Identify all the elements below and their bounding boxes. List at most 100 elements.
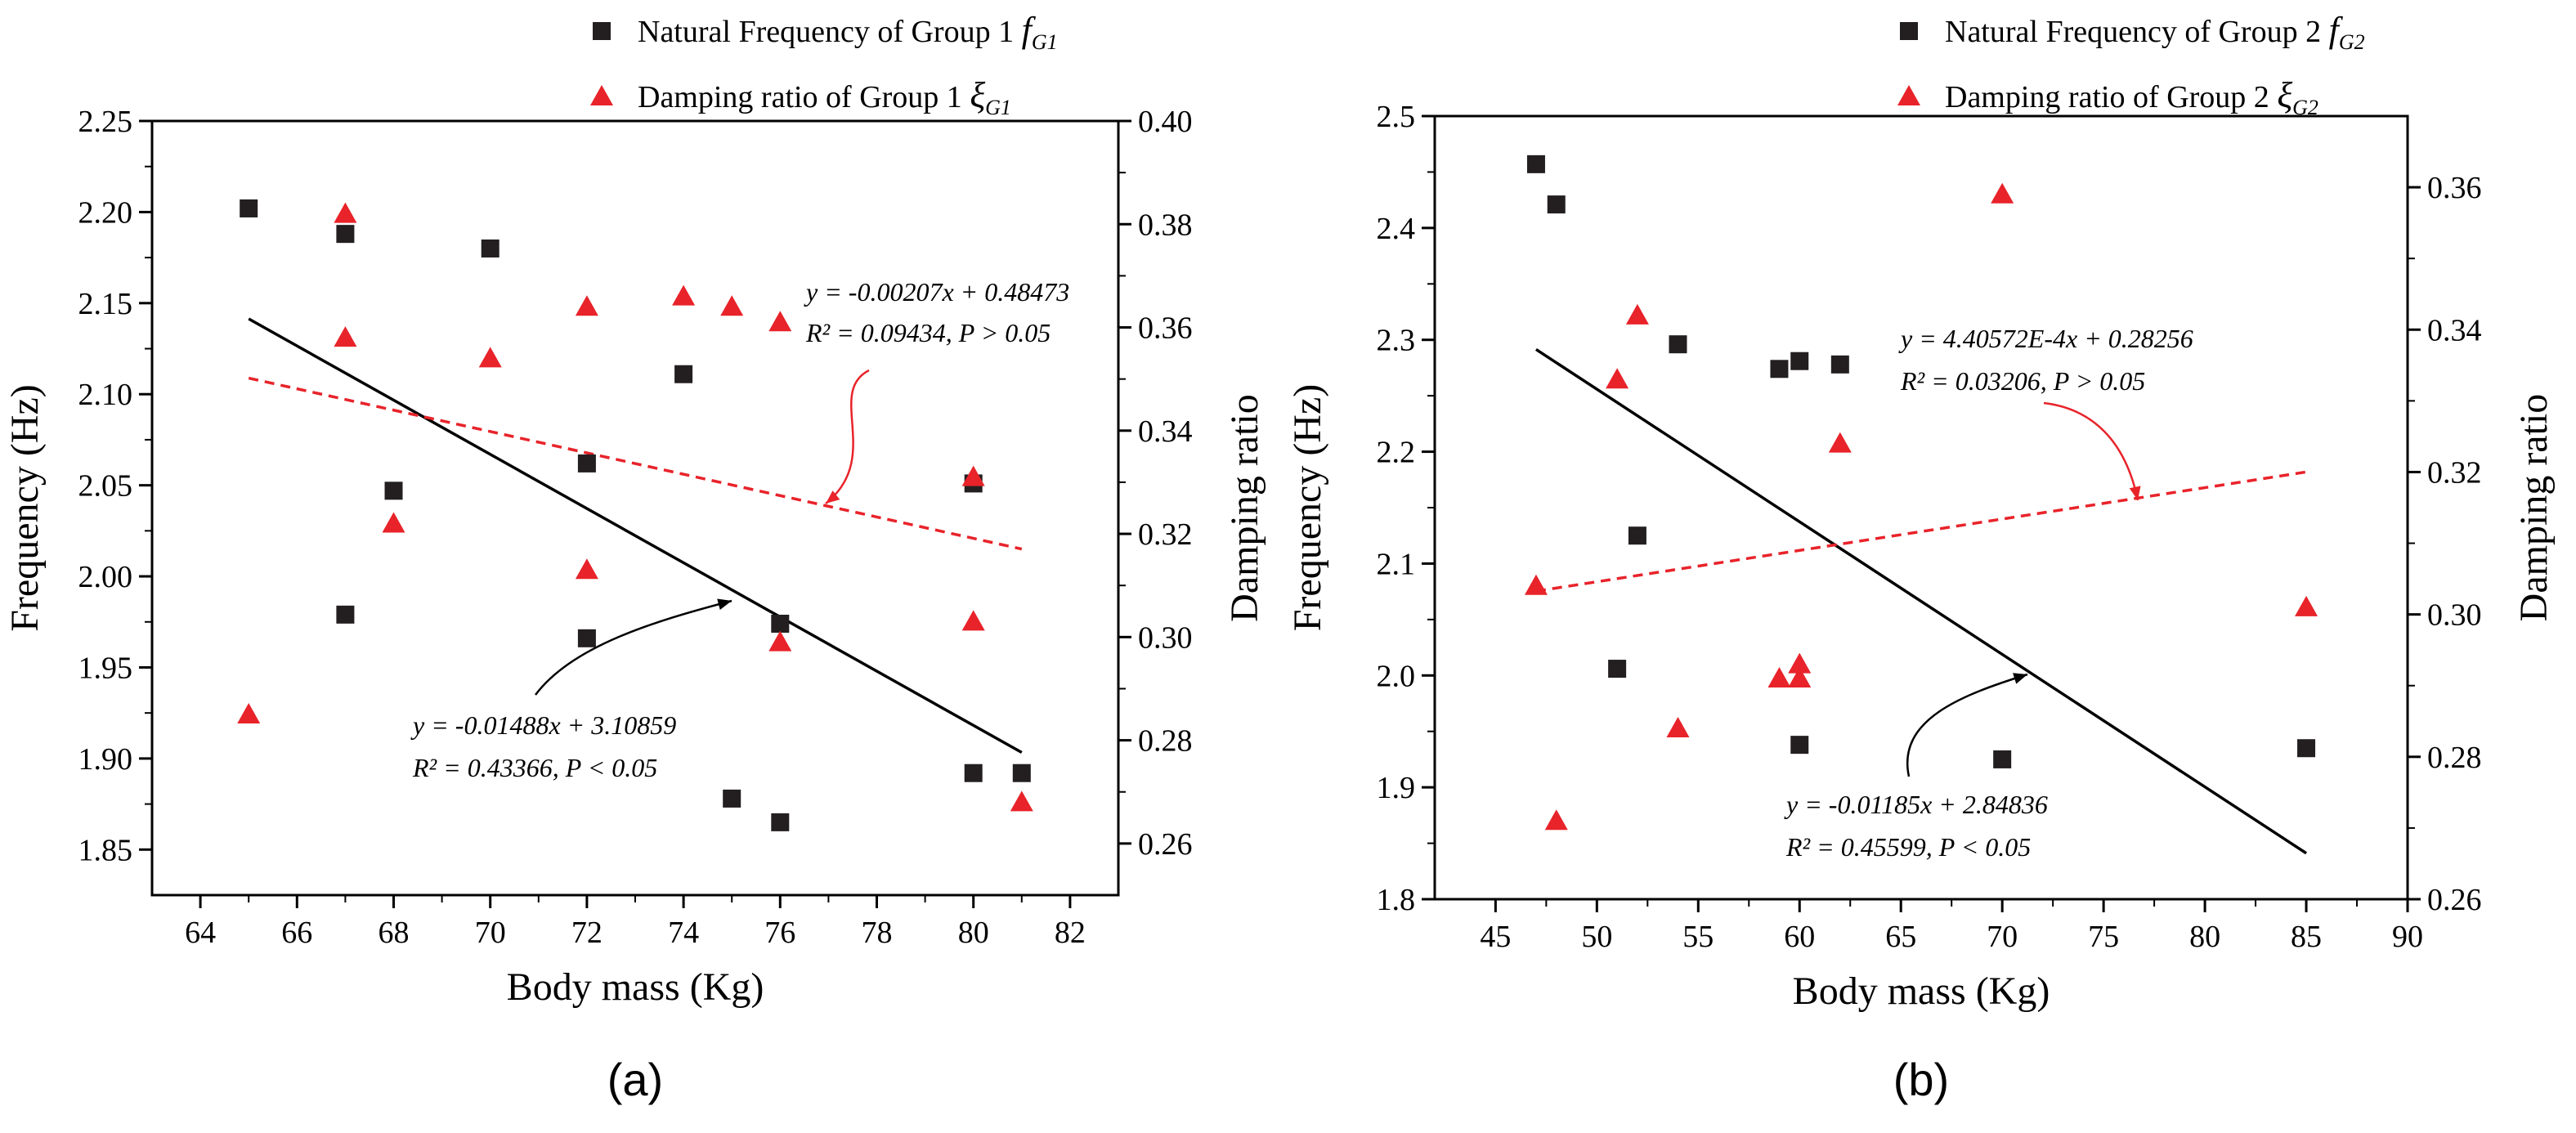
x-axis-title: Body mass (Kg) (1793, 970, 2050, 1013)
frequency-point (674, 365, 693, 383)
damping-fit-equation: y = -0.00207x + 0.48473 (804, 277, 1069, 307)
y-tick-label: 1.85 (78, 833, 133, 867)
damping-point (1606, 368, 1629, 389)
y-tick-label: 2.2 (1377, 436, 1416, 470)
x-tick-label: 78 (862, 916, 893, 950)
damping-point (334, 326, 357, 347)
legend-subscript: G1 (985, 96, 1011, 119)
x-tick-label: 76 (764, 916, 795, 950)
legend-label: Natural Frequency of Group 1 fG1 (638, 10, 1058, 54)
damping-fit-equation: R² = 0.09434, P > 0.05 (805, 318, 1051, 347)
frequency-point (1547, 195, 1566, 214)
frequency-point (1628, 526, 1646, 545)
frequency-fit-line (248, 317, 1023, 755)
panel-a: 64 66 68 70 72 74 76 78 80 82 1.85 1.90 1.95 2.00 2.05… (3, 10, 1266, 1105)
damping-fit-line (248, 376, 1023, 551)
y-tick-label: 1.90 (78, 742, 133, 777)
frequency-point (481, 239, 500, 258)
legend-text: Natural Frequency of Group 1 (638, 15, 1022, 49)
frequency-fit-arrow (1906, 673, 2028, 777)
frequency-point (1770, 360, 1789, 378)
legend-subscript: G2 (2339, 30, 2365, 54)
legend-text: Damping ratio of Group 2 (1945, 80, 2277, 114)
y-tick-label: 2.1 (1377, 547, 1416, 581)
y-tick-label: 2.20 (78, 195, 133, 230)
y2-tick-label: 0.40 (1138, 105, 1193, 139)
damping-fit-equation: y = 4.40572E-4x + 0.28256 (1898, 324, 2193, 353)
y2-tick-label: 0.36 (2427, 171, 2482, 205)
y2-tick-label: 0.36 (1138, 311, 1193, 346)
frequency-point (1526, 154, 1545, 173)
frequency-fit-equation: R² = 0.45599, P < 0.05 (1785, 832, 2031, 862)
damping-point (1010, 790, 1033, 812)
legend-text: Natural Frequency of Group 2 (1945, 15, 2329, 49)
legend-symbol: ξ (2277, 75, 2292, 115)
y-axis-title: Frequency (Hz) (1286, 384, 1329, 632)
damping-fit-arrowhead (826, 490, 840, 504)
legend-marker-damping (1897, 85, 1920, 105)
y-axis-title: Frequency (Hz) (3, 384, 47, 632)
x-tick-label: 64 (185, 916, 216, 950)
x-tick-label: 45 (1480, 920, 1511, 954)
y2-tick-label: 0.38 (1138, 208, 1193, 242)
frequency-point (2297, 739, 2316, 758)
frequency-point (964, 764, 983, 782)
frequency-fit-line (1535, 348, 2307, 855)
y2-tick-label: 0.28 (2427, 741, 2482, 775)
y2-tick-label: 0.30 (2427, 598, 2482, 633)
frequency-point (1669, 335, 1687, 354)
y2-tick-label: 0.28 (1138, 724, 1193, 759)
damping-point (575, 295, 598, 316)
damping-point (334, 202, 357, 223)
damping-point (961, 465, 985, 486)
y-tick-label: 2.05 (78, 469, 133, 504)
damping-point (1544, 809, 1568, 831)
frequency-point (1790, 736, 1809, 755)
x-tick-label: 65 (1885, 920, 1916, 954)
frequency-point (771, 614, 790, 633)
y-tick-label: 2.25 (78, 105, 133, 139)
y2-tick-label: 0.32 (2427, 455, 2482, 490)
y-tick-label: 1.8 (1377, 883, 1416, 917)
y2-tick-label: 0.34 (2427, 313, 2482, 347)
frequency-point (577, 629, 596, 647)
y-tick-label: 2.3 (1377, 324, 1416, 358)
damping-point (768, 630, 792, 652)
y-tick-label: 2.5 (1377, 100, 1416, 134)
frequency-point (1993, 750, 2012, 768)
damping-point (1767, 667, 1791, 688)
x-tick-label: 60 (1784, 920, 1815, 954)
frequency-fit-arrowhead (717, 598, 732, 610)
legend-label: Natural Frequency of Group 2 fG2 (1945, 10, 2365, 54)
legend-label: Damping ratio of Group 1 ξG1 (638, 75, 1011, 119)
x-tick-label: 70 (1987, 920, 2018, 954)
damping-fit-equation: R² = 0.03206, P > 0.05 (1900, 366, 2145, 396)
y2-axis-title: Damping ratio (2512, 394, 2556, 622)
frequency-point (577, 454, 596, 472)
damping-point (1788, 652, 1812, 674)
y-tick-label: 2.0 (1377, 659, 1416, 693)
y-tick-label: 2.00 (78, 560, 133, 594)
x-tick-label: 72 (571, 916, 603, 950)
damping-point (2295, 595, 2318, 616)
legend-label: Damping ratio of Group 2 ξG2 (1945, 75, 2318, 119)
damping-fit-arrow (2043, 401, 2139, 501)
legend-marker-damping (590, 85, 613, 105)
plot-frame (1433, 114, 2409, 901)
frequency-point (384, 481, 403, 500)
y-tick-label: 2.4 (1377, 212, 1416, 246)
x-tick-label: 80 (958, 916, 989, 950)
y-tick-label: 1.95 (78, 651, 133, 685)
x-tick-label: 85 (2291, 920, 2322, 954)
frequency-point (336, 605, 355, 624)
damping-point (672, 284, 696, 306)
x-tick-label: 74 (668, 916, 699, 950)
frequency-fit-equation: R² = 0.43366, P < 0.05 (412, 753, 657, 782)
damping-point (478, 347, 502, 368)
x-tick-label: 90 (2392, 920, 2423, 954)
damping-point (1828, 432, 1852, 453)
legend-text: Damping ratio of Group 1 (638, 80, 970, 114)
legend-marker-frequency (593, 22, 611, 40)
legend-symbol: ξ (970, 75, 985, 115)
